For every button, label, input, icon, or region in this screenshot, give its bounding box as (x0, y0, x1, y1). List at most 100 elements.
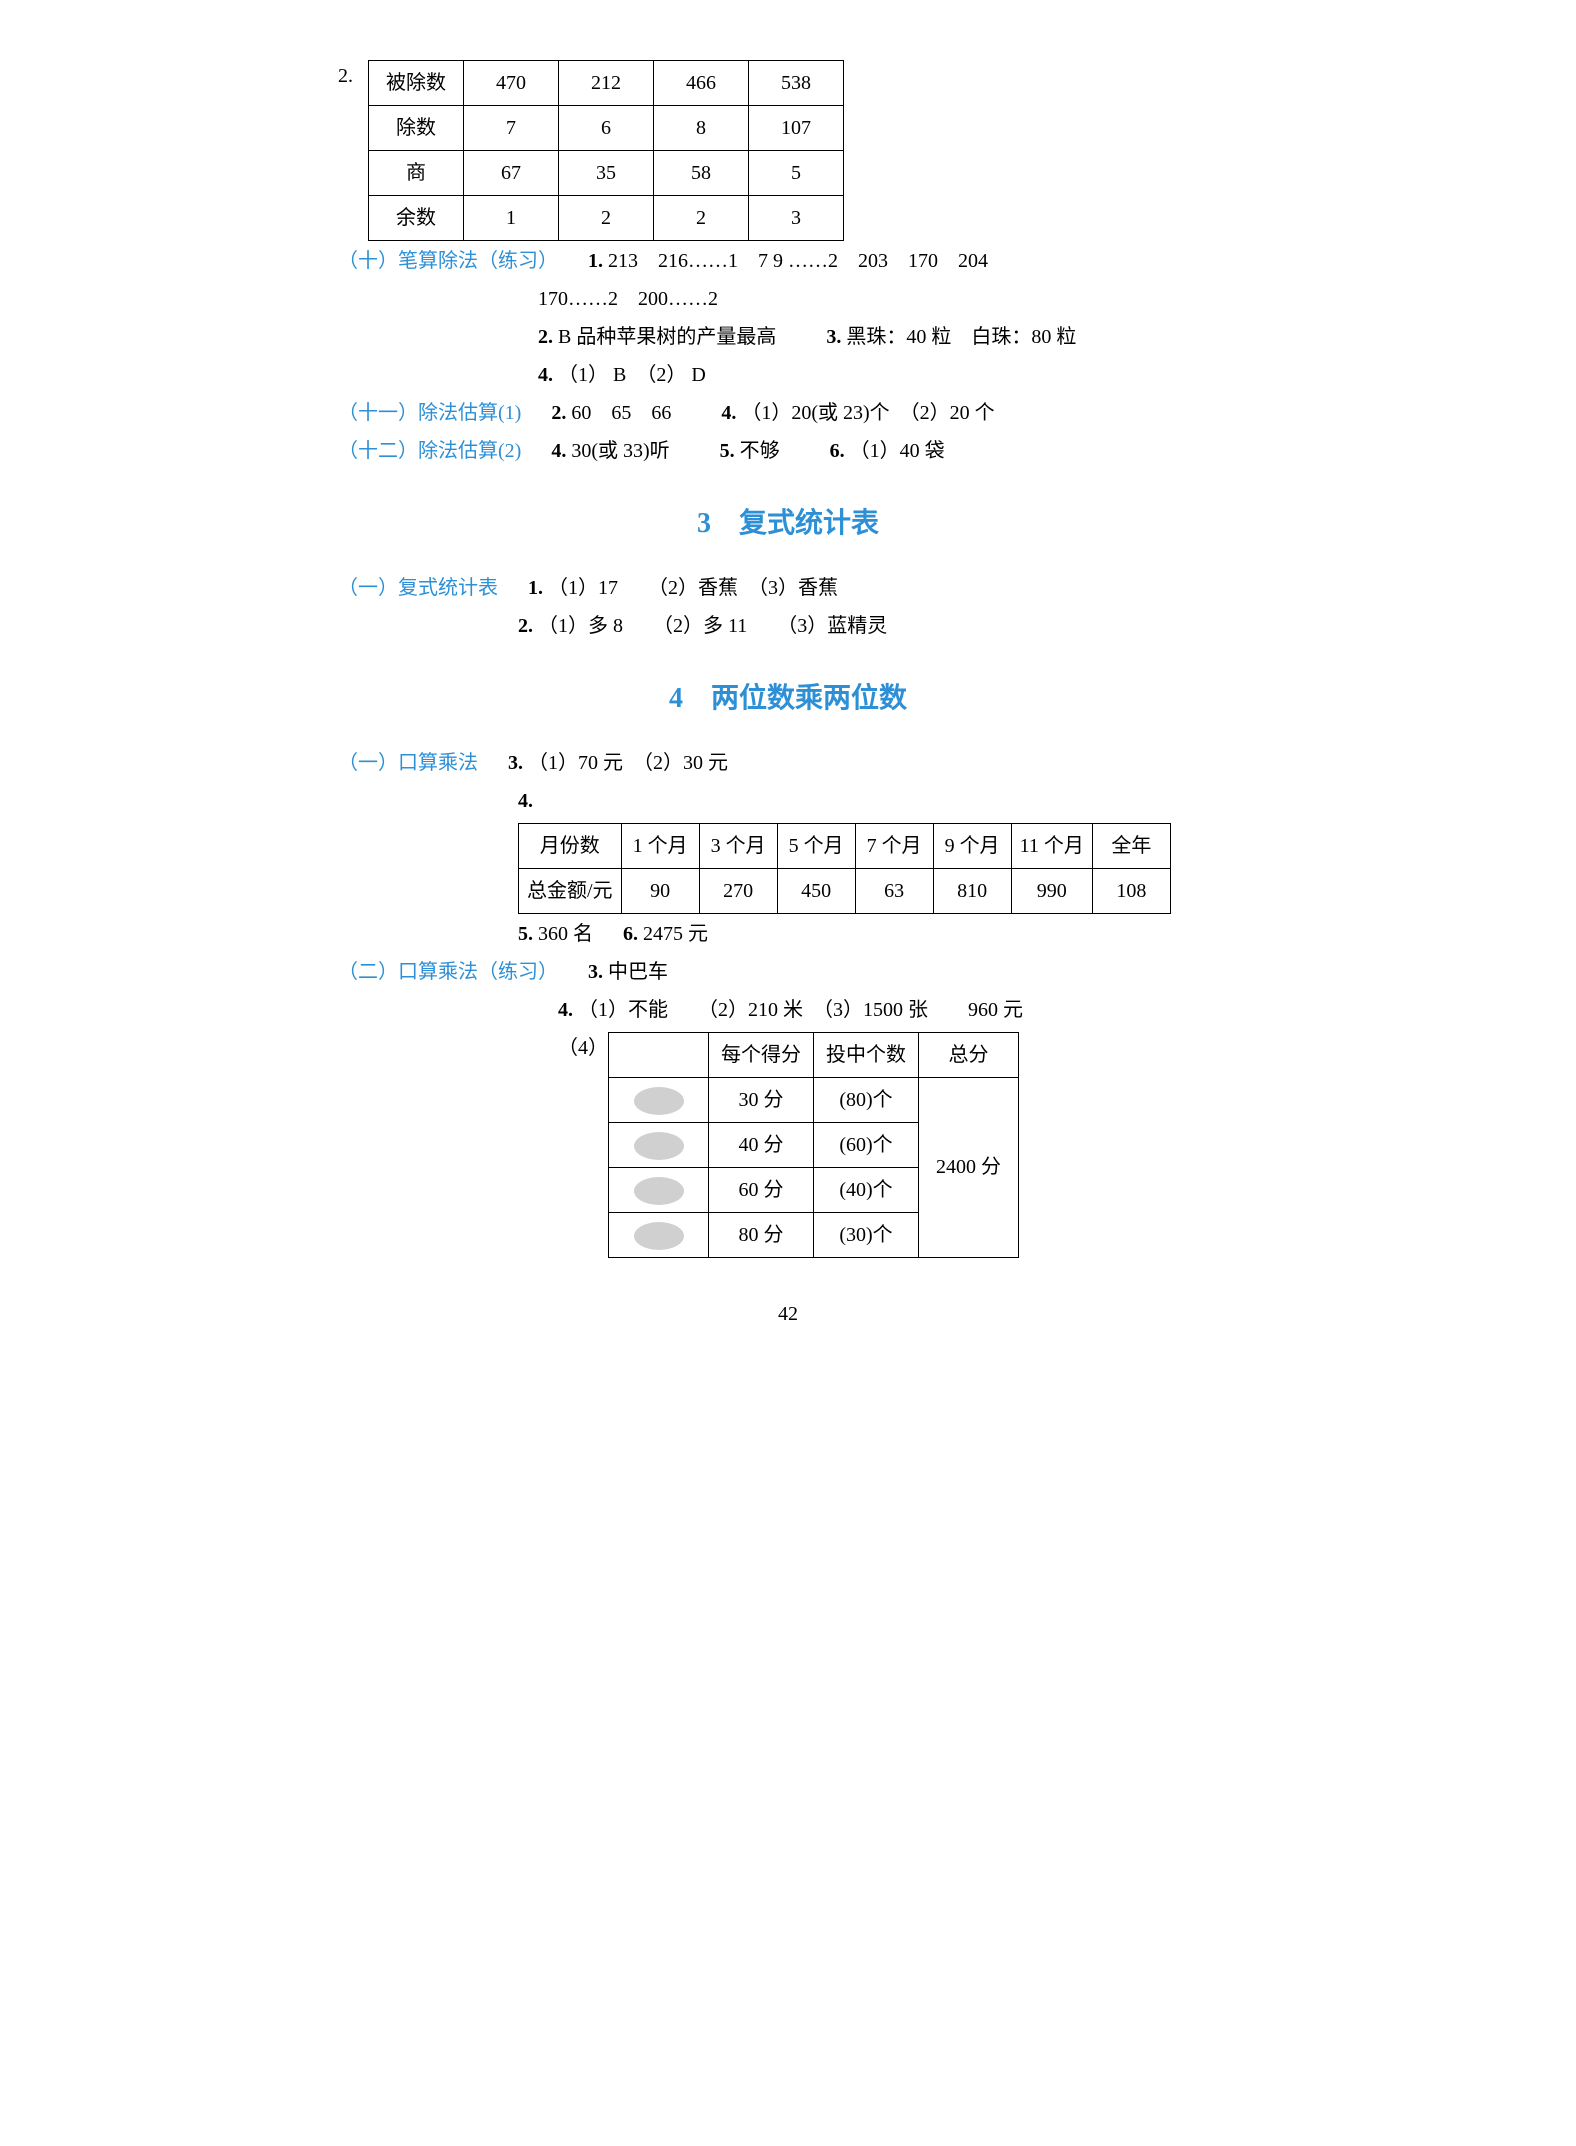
twelve-q5-num: 5. (720, 440, 735, 462)
section3-title: 3 复式统计表 (338, 502, 1238, 547)
eleven-q2-num: 2. (551, 402, 566, 424)
twelve-q6-text: （1）40 袋 (850, 440, 945, 462)
s4-two-q3-num: 3. (588, 961, 603, 983)
s4-one-table-wrap: 月份数 1 个月 3 个月 5 个月 7 个月 9 个月 11 个月 全年 总金… (518, 823, 1238, 914)
s4-two-q4-num: 4. (558, 999, 573, 1021)
s3-one-q1-num: 1. (528, 577, 543, 599)
s4-one-table: 月份数 1 个月 3 个月 5 个月 7 个月 9 个月 11 个月 全年 总金… (518, 823, 1171, 914)
s4-one-q6-num: 6. (623, 923, 638, 945)
t2-r0c5: 9 个月 (933, 823, 1011, 868)
t2-r0c0: 月份数 (519, 823, 622, 868)
t1-r0c1: 470 (464, 61, 559, 106)
t1-r1c1: 7 (464, 106, 559, 151)
t1-r2c1: 67 (464, 151, 559, 196)
t3-r2c1: 60 分 (709, 1167, 814, 1212)
t1-r0c0: 被除数 (369, 61, 464, 106)
question-2-row: 2. 被除数 470 212 466 538 除数 7 6 8 107 商 67… (338, 60, 1238, 241)
t3-r2c2: (40)个 (814, 1167, 919, 1212)
s3-one-q2-text: （1）多 8 （2）多 11 （3）蓝精灵 (538, 615, 887, 637)
s3-one-line1: （一）复式统计表 1. （1）17 （2）香蕉 （3）香蕉 (338, 572, 1238, 604)
t3-total: 2400 分 (919, 1077, 1019, 1257)
ten-q4-num: 4. (538, 364, 553, 386)
t3-h1: 每个得分 (709, 1032, 814, 1077)
s3-one-q2-num: 2. (518, 615, 533, 637)
t1-r0c2: 212 (559, 61, 654, 106)
s4-two-q3-text: 中巴车 (608, 961, 668, 983)
s4-one-q3-num: 3. (508, 752, 523, 774)
t3-r3c1: 80 分 (709, 1212, 814, 1257)
t1-r0c4: 538 (749, 61, 844, 106)
t3-r2-animal (609, 1167, 709, 1212)
t2-r1c2: 270 (699, 868, 777, 913)
section4-title: 4 两位数乘两位数 (338, 677, 1238, 722)
ten-q1-num: 1. (588, 250, 603, 272)
s4-two-title: （二）口算乘法（练习） (338, 961, 558, 983)
t1-r1c3: 8 (654, 106, 749, 151)
t3-r0-animal (609, 1077, 709, 1122)
t1-r1c4: 107 (749, 106, 844, 151)
twelve-q6-num: 6. (830, 440, 845, 462)
t1-r2c0: 商 (369, 151, 464, 196)
s3-one-title: （一）复式统计表 (338, 577, 498, 599)
ten-q2-text: B 品种苹果树的产量最高 (558, 326, 776, 348)
t2-r1c7: 108 (1092, 868, 1170, 913)
t1-r3c1: 1 (464, 196, 559, 241)
s4-one-q3-text: （1）70 元 （2）30 元 (528, 752, 728, 774)
twelve-q4-num: 4. (551, 440, 566, 462)
t3-h0 (609, 1032, 709, 1077)
q2-table: 被除数 470 212 466 538 除数 7 6 8 107 商 67 35… (368, 60, 844, 241)
t3-h2: 投中个数 (814, 1032, 919, 1077)
t3-r0c1: 30 分 (709, 1077, 814, 1122)
eleven-title: （十一）除法估算(1) (338, 402, 521, 424)
t1-r2c4: 5 (749, 151, 844, 196)
eleven-q4-num: 4. (721, 402, 736, 424)
ten-q3-num: 3. (826, 326, 841, 348)
t3-r1-animal (609, 1122, 709, 1167)
ten-q4-text: （1） B （2） D (558, 364, 706, 386)
t2-r1c4: 63 (855, 868, 933, 913)
ten-line3: 4. （1） B （2） D (538, 359, 1238, 391)
panda-icon (634, 1177, 684, 1205)
s4-one-q4-num: 4. (518, 790, 533, 812)
s4-one-q4: 4. (518, 785, 1238, 817)
t1-r3c0: 余数 (369, 196, 464, 241)
s4-two-table-row: （4） 每个得分 投中个数 总分 30 分 (80)个 2400 分 40 分 … (558, 1032, 1238, 1258)
t3-r3c2: (30)个 (814, 1212, 919, 1257)
eleven-q2-text: 60 65 66 (571, 402, 671, 424)
ten-line2: 2. B 品种苹果树的产量最高 3. 黑珠：40 粒 白珠：80 粒 (538, 321, 1238, 353)
t3-r1c1: 40 分 (709, 1122, 814, 1167)
tiger-icon (634, 1222, 684, 1250)
s4-one-line1: （一）口算乘法 3. （1）70 元 （2）30 元 (338, 747, 1238, 779)
s4-one-q5-num: 5. (518, 923, 533, 945)
t2-r1c5: 810 (933, 868, 1011, 913)
monkey-icon (634, 1132, 684, 1160)
t1-r2c3: 58 (654, 151, 749, 196)
t2-r0c3: 5 个月 (777, 823, 855, 868)
page-number: 42 (338, 1298, 1238, 1330)
s4-two-q4-text: （1）不能 （2）210 米 （3）1500 张 960 元 (578, 999, 1023, 1021)
t3-r3-animal (609, 1212, 709, 1257)
t3-r1c2: (60)个 (814, 1122, 919, 1167)
ten-line1: （十）笔算除法（练习） 1. 213 216……1 7 9 ……2 203 17… (338, 245, 1238, 277)
eleven-line: （十一）除法估算(1) 2. 60 65 66 4. （1）20(或 23)个 … (338, 397, 1238, 429)
t1-r0c3: 466 (654, 61, 749, 106)
ten-q2-num: 2. (538, 326, 553, 348)
t2-r0c7: 全年 (1092, 823, 1170, 868)
s3-one-q1-text: （1）17 （2）香蕉 （3）香蕉 (548, 577, 838, 599)
s4-one-line56: 5. 360 名 6. 2475 元 (518, 918, 1238, 950)
t3-h3: 总分 (919, 1032, 1019, 1077)
s4-two-table: 每个得分 投中个数 总分 30 分 (80)个 2400 分 40 分 (60)… (608, 1032, 1019, 1258)
ten-title: （十）笔算除法（练习） (338, 250, 558, 272)
twelve-line: （十二）除法估算(2) 4. 30(或 33)听 5. 不够 6. （1）40 … (338, 435, 1238, 467)
t1-r3c3: 2 (654, 196, 749, 241)
s4-one-q5-text: 360 名 (538, 923, 593, 945)
s4-two-line1: （二）口算乘法（练习） 3. 中巴车 (338, 956, 1238, 988)
twelve-q4-text: 30(或 33)听 (571, 440, 669, 462)
t2-r0c2: 3 个月 (699, 823, 777, 868)
t2-r1c6: 990 (1011, 868, 1092, 913)
s3-one-line2: 2. （1）多 8 （2）多 11 （3）蓝精灵 (518, 610, 1238, 642)
t2-r1c0: 总金额/元 (519, 868, 622, 913)
ten-q1-text: 213 216……1 7 9 ……2 203 170 204 (608, 250, 988, 272)
twelve-title: （十二）除法估算(2) (338, 440, 521, 462)
twelve-q5-text: 不够 (740, 440, 780, 462)
